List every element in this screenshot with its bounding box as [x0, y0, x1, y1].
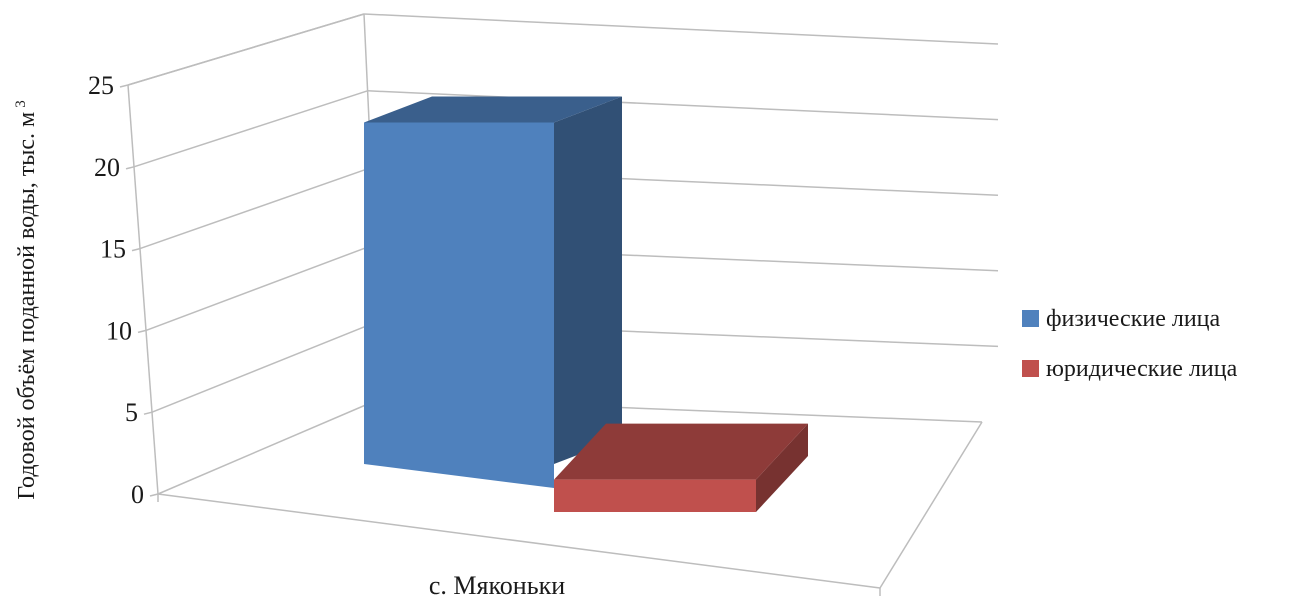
gridline-left-5: [151, 320, 379, 413]
legend-label-1: физические лица: [1046, 306, 1221, 332]
bar-series-1: [364, 96, 622, 488]
legend-swatch-2: [1022, 360, 1039, 377]
y-tick-0: [149, 493, 159, 497]
bar-front-2: [554, 479, 756, 512]
y-tick-5: [143, 411, 153, 415]
bars: [364, 96, 808, 512]
y-tick-label-5: 5: [125, 398, 138, 427]
y-tick-10: [137, 329, 147, 334]
y-axis-label: Годовой объём поданной воды, тыс. м 3: [13, 100, 40, 499]
bar-series-2: [554, 423, 808, 512]
y-axis-label-text: Годовой объём поданной воды, тыс. м: [14, 112, 40, 500]
bar-top-1: [364, 96, 622, 123]
bar-top-2: [554, 423, 808, 480]
y-tick-labels: 0 5 10 15 20 25: [88, 71, 144, 509]
y-tick-label-25: 25: [88, 71, 114, 100]
floor-front-edge: [157, 493, 881, 589]
gridline-left-25: [127, 13, 365, 86]
bar-side-1: [554, 96, 622, 464]
y-tick-25: [119, 84, 129, 88]
legend-label-2: юридические лица: [1046, 356, 1238, 382]
y-axis-label-superscript: 3: [13, 100, 29, 108]
floor-right-edge: [879, 421, 983, 589]
legend: физические лица юридические лица: [1022, 306, 1238, 382]
y-tick-label-20: 20: [94, 153, 120, 182]
gridline-left-15: [139, 166, 372, 250]
legend-swatch-1: [1022, 310, 1039, 327]
bar-side-2: [756, 423, 808, 512]
bar-front-1: [364, 122, 554, 488]
floor-left-edge: [157, 397, 383, 495]
gridline-back-25: [363, 13, 999, 45]
gridline-left-20: [133, 90, 368, 168]
y-tick-label-15: 15: [100, 235, 126, 264]
gridline-left-10: [145, 243, 376, 332]
gridline-back-20: [367, 90, 999, 121]
x-axis-category-label: с. Мяконьки: [429, 571, 565, 600]
left-wall-back-edge: [127, 84, 159, 495]
y-tick-20: [125, 166, 135, 170]
y-tick-label-0: 0: [131, 480, 144, 509]
y-tick-label-10: 10: [106, 316, 132, 345]
y-tick-15: [131, 247, 141, 252]
